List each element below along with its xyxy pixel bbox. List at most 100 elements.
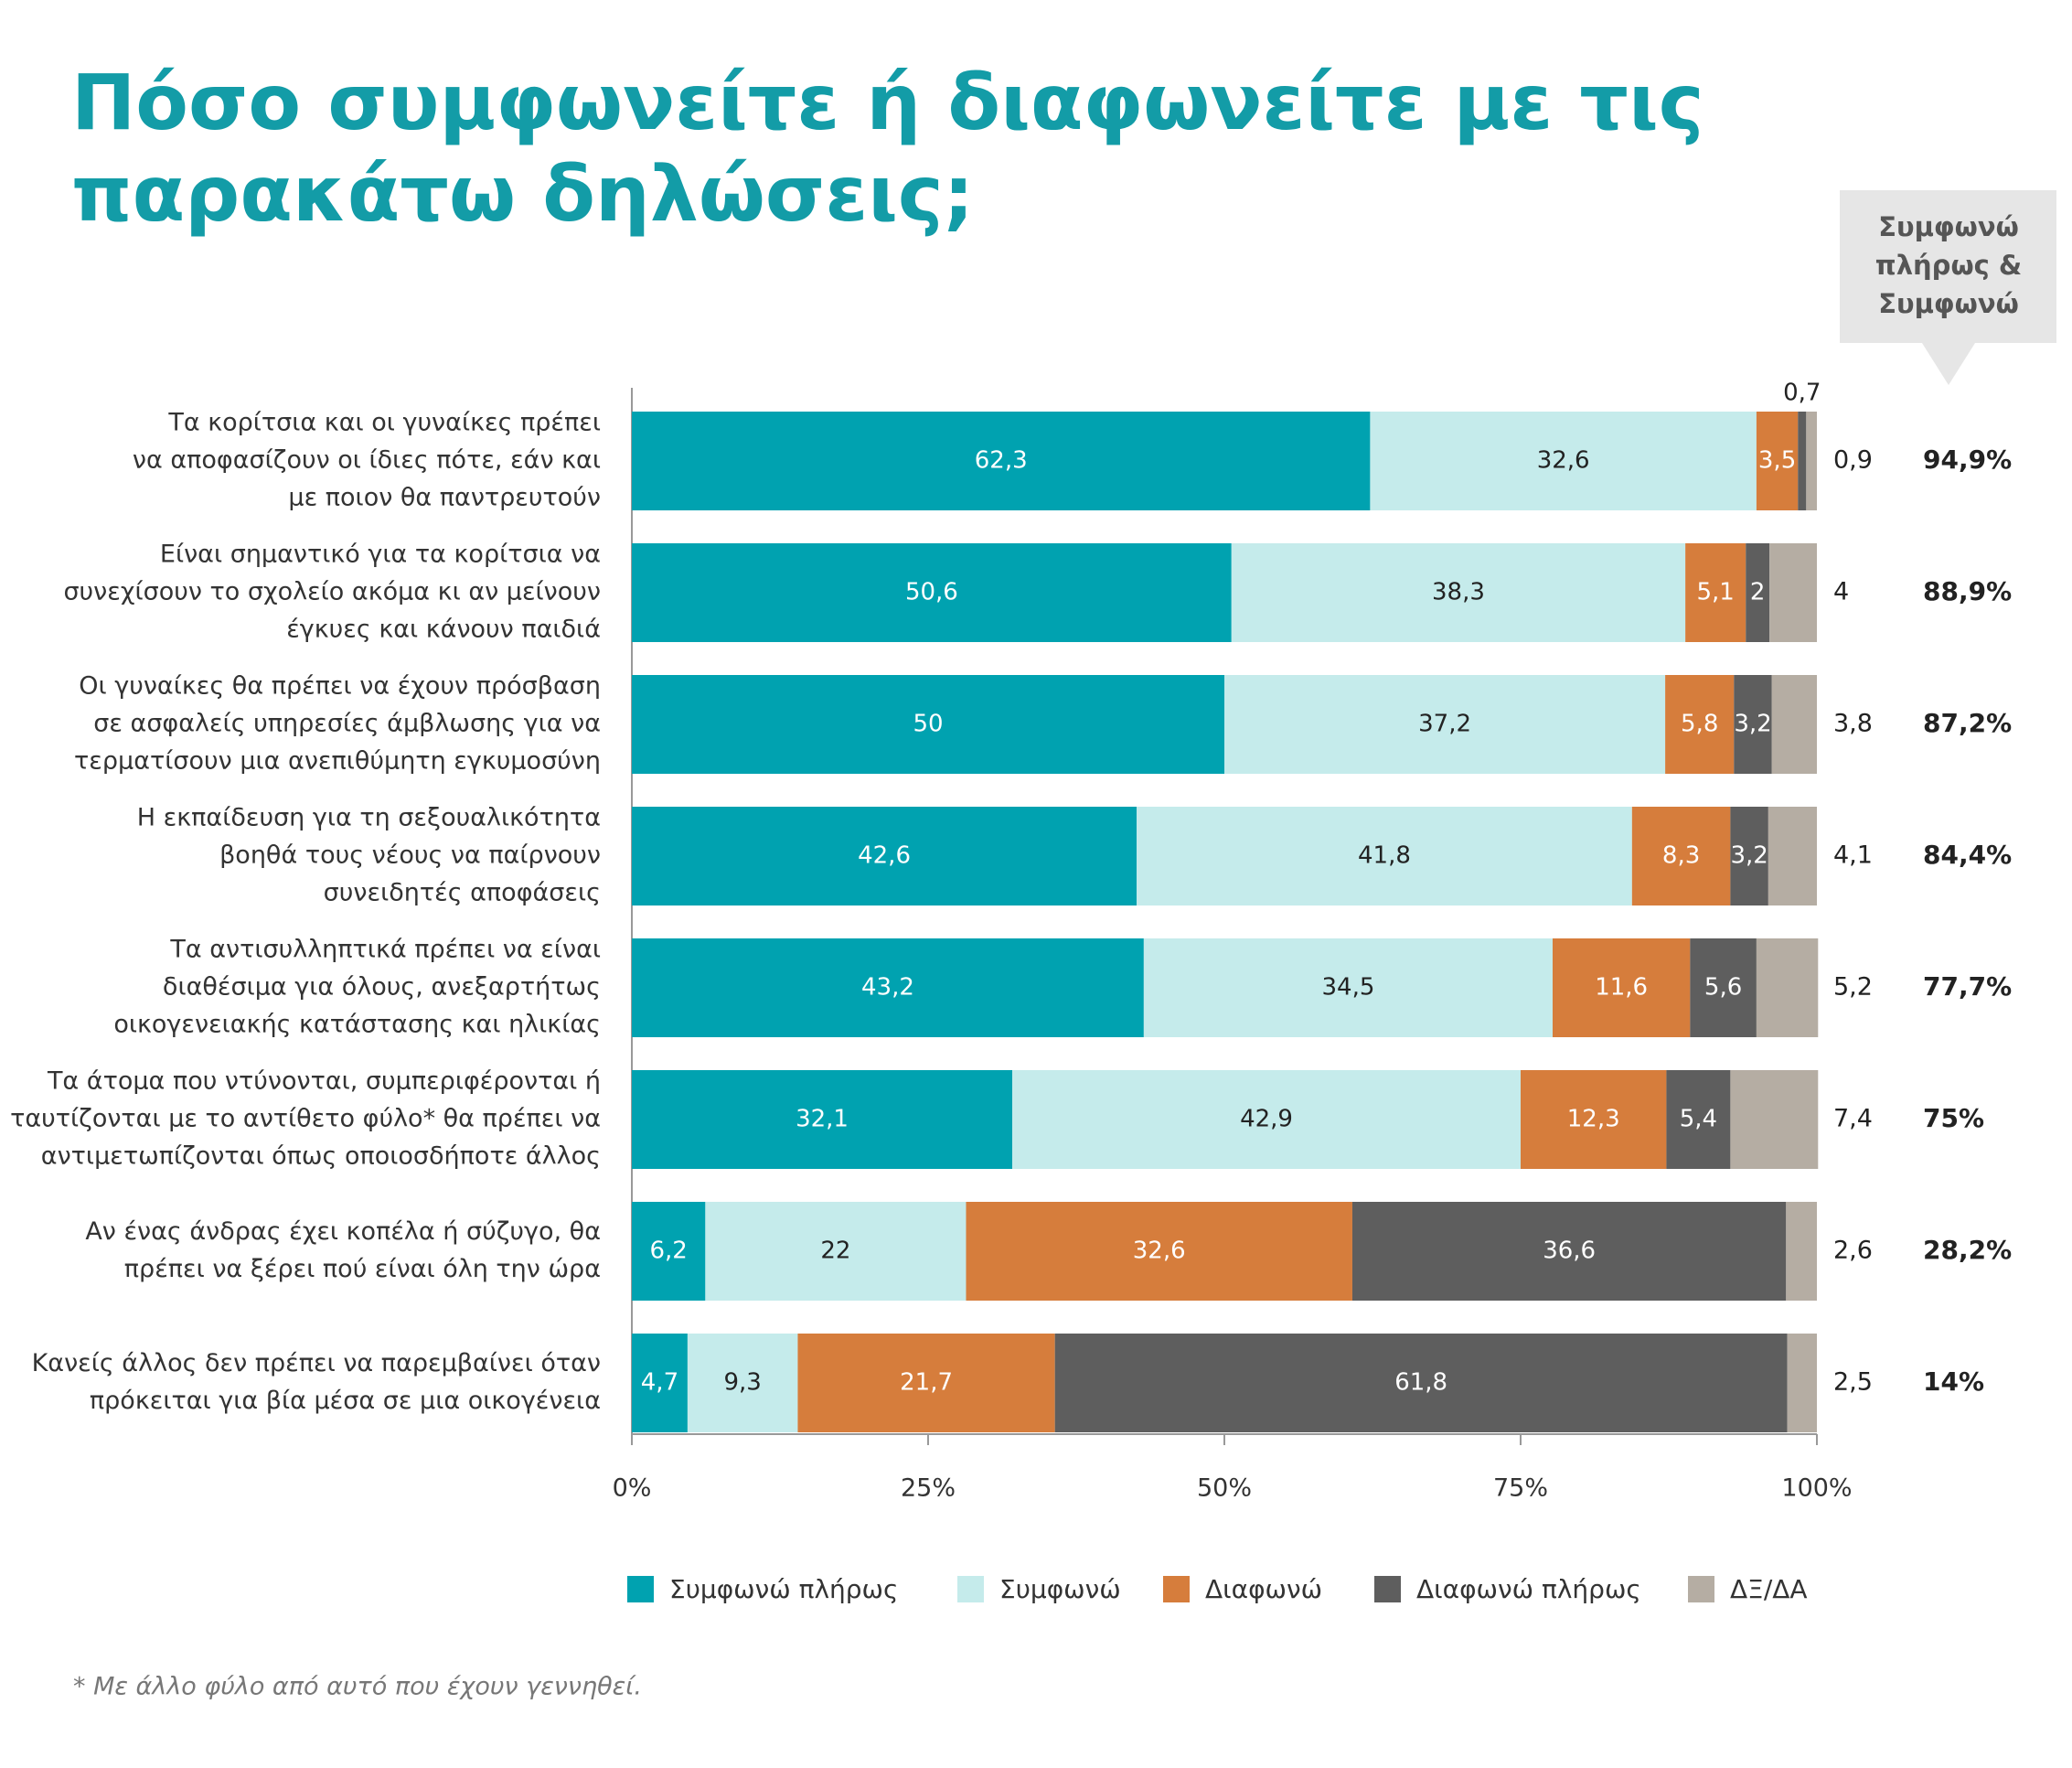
bar-segment bbox=[1137, 807, 1632, 905]
total-label: 77,7% bbox=[1923, 971, 2012, 1002]
bar-segment bbox=[1730, 1070, 1819, 1169]
value-label: 0,7 bbox=[1783, 380, 1821, 407]
category-label: διαθέσιμα για όλους, ανεξαρτήτως bbox=[163, 973, 601, 1002]
legend-label: ΔΞ/ΔΑ bbox=[1730, 1574, 1808, 1604]
bar-segment bbox=[632, 1070, 1013, 1169]
value-label: 22 bbox=[820, 1238, 850, 1265]
legend-swatch bbox=[957, 1576, 984, 1602]
bar-segment bbox=[1370, 412, 1757, 510]
value-label: 12,3 bbox=[1567, 1106, 1620, 1133]
value-label: 42,9 bbox=[1240, 1106, 1293, 1133]
dk-value-label: 2,6 bbox=[1833, 1237, 1873, 1265]
value-label: 41,8 bbox=[1358, 842, 1411, 870]
value-label: 3,5 bbox=[1758, 447, 1796, 475]
value-label: 43,2 bbox=[861, 974, 914, 1002]
bar-segment bbox=[1665, 675, 1735, 774]
category-label: Τα άτομα που ντύνονται, συμπεριφέρονται … bbox=[47, 1067, 601, 1096]
category-label: έγκυες και κάνουν παιδιά bbox=[286, 616, 601, 644]
category-label: Οι γυναίκες θα πρέπει να έχουν πρόσβαση bbox=[79, 672, 601, 701]
category-label: Τα αντισυλληπτικά πρέπει να είναι bbox=[169, 936, 601, 964]
category-label: Είναι σημαντικό για τα κορίτσια να bbox=[160, 541, 601, 569]
bar-segment bbox=[1806, 412, 1817, 510]
totals-header-box bbox=[1840, 190, 2056, 343]
chart-title: παρακάτω δηλώσεις; bbox=[71, 149, 974, 239]
total-label: 14% bbox=[1923, 1366, 1984, 1397]
bar-segment bbox=[1666, 1070, 1731, 1169]
category-label: τερματίσουν μια ανεπιθύμητη εγκυμοσύνη bbox=[74, 747, 601, 776]
bar-segment bbox=[632, 412, 1371, 510]
x-tick-label: 100% bbox=[1781, 1474, 1852, 1503]
total-label: 87,2% bbox=[1923, 708, 2012, 738]
value-label: 6,2 bbox=[649, 1238, 687, 1265]
dk-value-label: 2,5 bbox=[1833, 1368, 1873, 1397]
bar-segment bbox=[1351, 1202, 1787, 1301]
bar-segment bbox=[632, 807, 1137, 905]
category-label: ταυτίζονται με το αντίθετο φύλο* θα πρέπ… bbox=[10, 1105, 601, 1133]
bar-segment bbox=[966, 1202, 1352, 1301]
legend-label: Συμφωνώ bbox=[999, 1574, 1121, 1604]
legend-label: Συμφωνώ πλήρως bbox=[669, 1574, 898, 1604]
x-tick-label: 25% bbox=[901, 1474, 956, 1503]
bar-segment bbox=[705, 1202, 967, 1301]
x-tick-label: 0% bbox=[613, 1474, 652, 1503]
legend-label: Διαφωνώ bbox=[1205, 1574, 1322, 1604]
category-label: Κανείς άλλος δεν πρέπει να παρεμβαίνει ό… bbox=[32, 1349, 601, 1377]
bar-segment bbox=[1787, 1334, 1817, 1432]
category-label: Η εκπαίδευση για τη σεξουαλικότητα bbox=[137, 804, 601, 832]
value-label: 3,2 bbox=[1734, 711, 1771, 738]
bar-segment bbox=[632, 675, 1224, 774]
category-label: βοηθά τους νέους να παίρνουν bbox=[219, 841, 601, 870]
value-label: 5,4 bbox=[1680, 1106, 1717, 1133]
bar-segment bbox=[1231, 543, 1686, 642]
category-label: οικογενειακής κατάστασης και ηλικίας bbox=[113, 1011, 601, 1039]
legend-swatch bbox=[1163, 1576, 1190, 1602]
bar-segment bbox=[1769, 543, 1817, 642]
value-label: 32,6 bbox=[1537, 447, 1590, 475]
dk-value-label: 5,2 bbox=[1833, 973, 1873, 1002]
bar-segment bbox=[1521, 1070, 1667, 1169]
legend-label: Διαφωνώ πλήρως bbox=[1416, 1574, 1641, 1604]
dk-value-label: 3,8 bbox=[1833, 710, 1873, 738]
dk-value-label: 4 bbox=[1833, 578, 1849, 606]
total-label: 94,9% bbox=[1923, 445, 2012, 475]
x-tick-label: 75% bbox=[1493, 1474, 1548, 1503]
total-label: 75% bbox=[1923, 1103, 1984, 1133]
bar-segment bbox=[632, 543, 1232, 642]
bar-segment bbox=[1690, 938, 1757, 1037]
value-label: 2 bbox=[1750, 579, 1766, 606]
bar-segment bbox=[632, 1202, 706, 1301]
value-label: 32,6 bbox=[1133, 1238, 1186, 1265]
totals-header-pointer bbox=[1922, 343, 1975, 385]
legend-swatch bbox=[1688, 1576, 1714, 1602]
total-label: 28,2% bbox=[1923, 1235, 2012, 1265]
bar-segment bbox=[797, 1334, 1055, 1432]
value-label: 8,3 bbox=[1662, 842, 1700, 870]
bar-segment bbox=[1224, 675, 1666, 774]
value-label: 4,7 bbox=[641, 1369, 678, 1397]
bar-segment bbox=[1730, 807, 1768, 905]
bar-segment bbox=[632, 1334, 688, 1432]
value-label: 37,2 bbox=[1418, 711, 1471, 738]
value-label: 38,3 bbox=[1432, 579, 1485, 606]
totals-header: Συμφωνώ bbox=[1878, 288, 2019, 319]
total-label: 88,9% bbox=[1923, 576, 2012, 606]
value-label: 50 bbox=[913, 711, 943, 738]
bar-segment bbox=[1143, 938, 1553, 1037]
bar-segment bbox=[1552, 938, 1691, 1037]
dk-value-label: 7,4 bbox=[1833, 1105, 1873, 1133]
total-label: 84,4% bbox=[1923, 840, 2012, 870]
value-label: 62,3 bbox=[975, 447, 1028, 475]
category-label: συνειδητές αποφάσεις bbox=[324, 879, 601, 907]
bar-segment bbox=[1756, 938, 1819, 1037]
category-label: πρόκειται για βία μέσα σε μια οικογένεια bbox=[90, 1387, 601, 1415]
category-label: συνεχίσουν το σχολείο ακόμα κι αν μείνου… bbox=[63, 578, 601, 606]
bar-segment bbox=[1746, 543, 1770, 642]
x-tick-label: 50% bbox=[1197, 1474, 1252, 1503]
category-label: αντιμετωπίζονται όπως οποιοσδήποτε άλλος bbox=[41, 1142, 601, 1171]
bar-segment bbox=[1685, 543, 1746, 642]
category-label: να αποφασίζουν οι ίδιες πότε, εάν και bbox=[133, 446, 601, 475]
bar-segment bbox=[687, 1334, 798, 1432]
value-label: 5,8 bbox=[1681, 711, 1718, 738]
bar-segment bbox=[1768, 807, 1817, 905]
value-label: 36,6 bbox=[1543, 1238, 1596, 1265]
